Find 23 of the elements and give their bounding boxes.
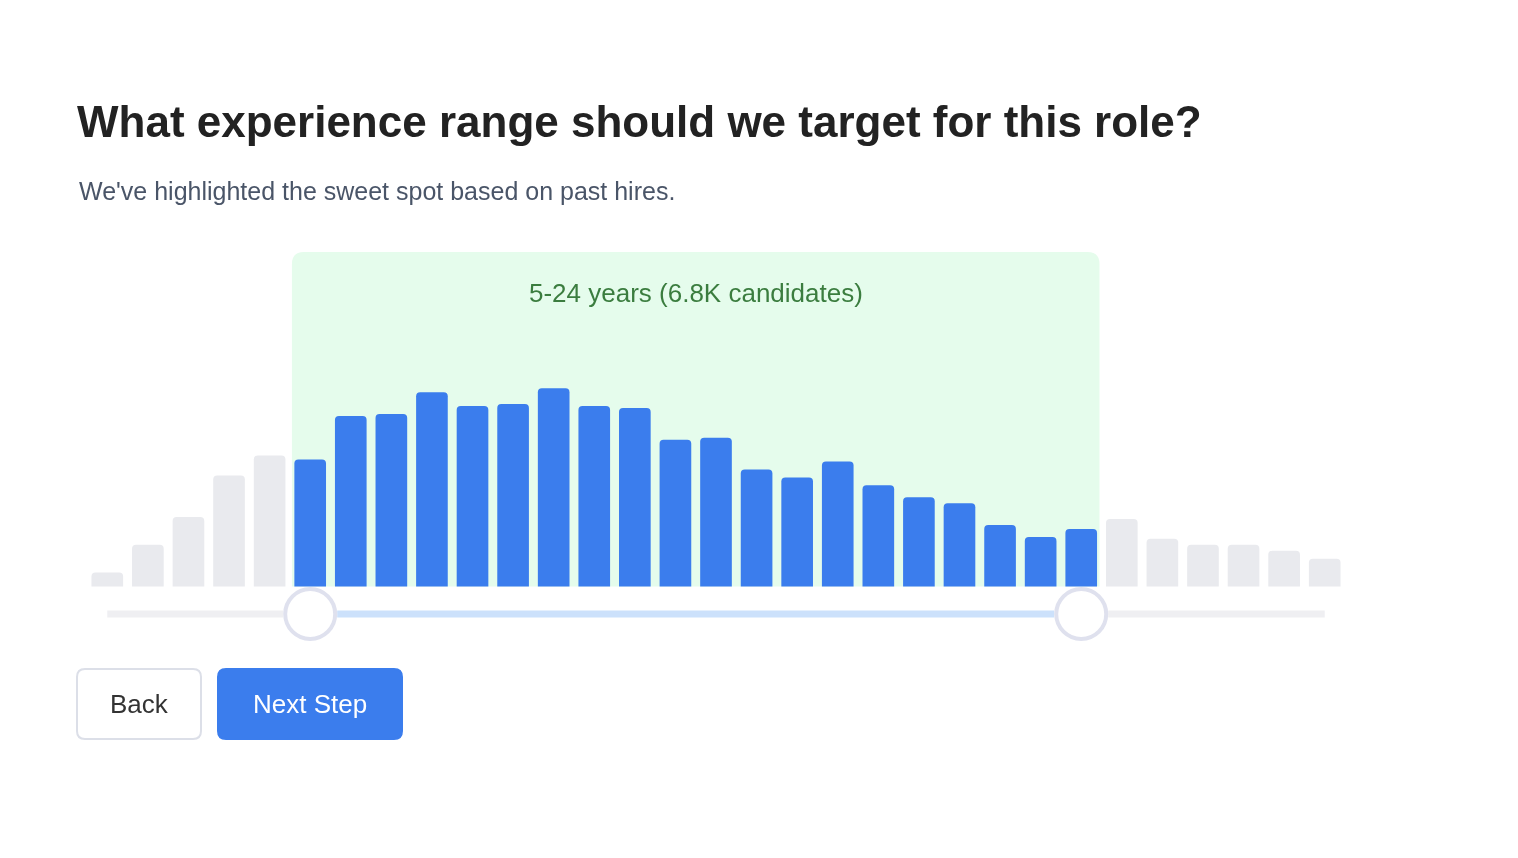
bar — [537, 388, 570, 587]
bar — [578, 406, 611, 587]
text: Next Step — [253, 689, 368, 719]
bar — [781, 477, 813, 587]
chart-title: What experience range should we target for this role? — [77, 97, 1202, 147]
bar — [1024, 536, 1057, 587]
bar — [700, 437, 732, 587]
bar — [903, 497, 935, 587]
bar — [659, 439, 692, 587]
bar — [943, 503, 976, 587]
text: 5-24 years (6.8K candidates) — [529, 278, 863, 308]
bar — [862, 485, 895, 587]
bar — [821, 461, 854, 587]
bar — [375, 413, 408, 587]
bar — [416, 392, 448, 587]
bar — [334, 415, 367, 587]
bar — [619, 408, 651, 587]
chart-subtitle: We've highlighted the sweet spot based on past hires. — [79, 177, 676, 205]
bar — [497, 404, 529, 587]
text: Back — [110, 689, 169, 719]
bar — [984, 524, 1016, 587]
bar — [456, 406, 489, 587]
bar — [740, 469, 773, 587]
